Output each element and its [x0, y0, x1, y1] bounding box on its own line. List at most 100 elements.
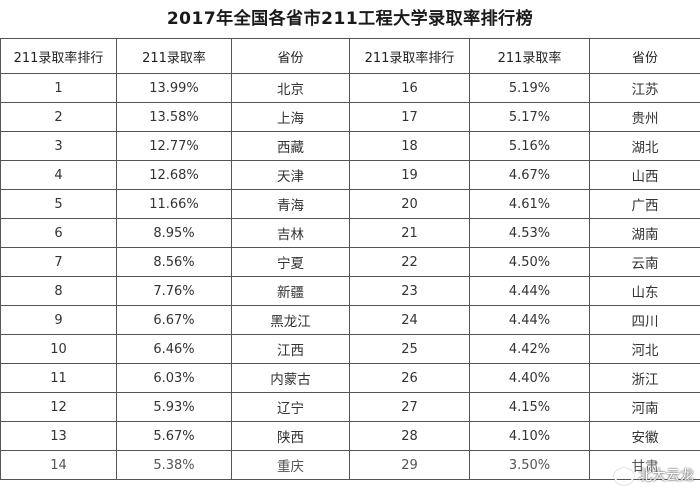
rate-left-cell: 7.76%	[116, 276, 232, 306]
header-rank-left: 211录取率排行	[0, 38, 117, 74]
province-left-cell: 天津	[231, 160, 350, 190]
rank-left-cell: 6	[0, 218, 117, 248]
rank-right-cell: 20	[349, 189, 470, 219]
province-left-cell: 上海	[231, 102, 350, 132]
province-left-cell: 陕西	[231, 421, 350, 451]
rate-left-cell: 13.99%	[116, 73, 232, 103]
rank-right-cell: 22	[349, 247, 470, 277]
rank-right-cell: 29	[349, 450, 470, 480]
table-row: 10 6.46% 江西 25 4.42% 河北	[0, 334, 700, 364]
table-row: 8 7.76% 新疆 23 4.44% 山东	[0, 276, 700, 306]
rank-right-cell: 23	[349, 276, 470, 306]
rank-right-cell: 28	[349, 421, 470, 451]
rate-right-cell: 4.42%	[469, 334, 590, 364]
rate-right-cell: 4.61%	[469, 189, 590, 219]
rank-left-cell: 5	[0, 189, 117, 219]
rank-left-cell: 8	[0, 276, 117, 306]
rank-right-cell: 27	[349, 392, 470, 422]
header-province-right: 省份	[589, 38, 700, 74]
rate-right-cell: 5.17%	[469, 102, 590, 132]
watermark-text: 北大云龙	[638, 468, 694, 484]
rate-left-cell: 5.38%	[116, 450, 232, 480]
province-left-cell: 黑龙江	[231, 305, 350, 335]
province-left-cell: 新疆	[231, 276, 350, 306]
rank-right-cell: 16	[349, 73, 470, 103]
table-row: 11 6.03% 内蒙古 26 4.40% 浙江	[0, 363, 700, 393]
province-left-cell: 内蒙古	[231, 363, 350, 393]
watermark: 北大云龙	[614, 465, 694, 487]
province-right-cell: 江苏	[589, 73, 700, 103]
province-right-cell: 湖北	[589, 131, 700, 161]
province-left-cell: 青海	[231, 189, 350, 219]
province-right-cell: 浙江	[589, 363, 700, 393]
province-right-cell: 甘肃	[589, 450, 700, 480]
header-row: 211录取率排行 211录取率 省份 211录取率排行 211录取率 省份	[0, 38, 700, 74]
rank-right-cell: 26	[349, 363, 470, 393]
province-left-cell: 西藏	[231, 131, 350, 161]
province-right-cell: 贵州	[589, 102, 700, 132]
table-row: 1 13.99% 北京 16 5.19% 江苏	[0, 73, 700, 103]
province-right-cell: 广西	[589, 189, 700, 219]
rate-left-cell: 11.66%	[116, 189, 232, 219]
table-row: 12 5.93% 辽宁 27 4.15% 河南	[0, 392, 700, 422]
rank-left-cell: 14	[0, 450, 117, 480]
header-rate-left: 211录取率	[116, 38, 232, 74]
rate-right-cell: 4.40%	[469, 363, 590, 393]
rank-right-cell: 21	[349, 218, 470, 248]
weibo-icon	[614, 467, 634, 485]
rank-left-cell: 2	[0, 102, 117, 132]
table-row: 14 5.38% 重庆 29 3.50% 甘肃	[0, 450, 700, 480]
province-right-cell: 云南	[589, 247, 700, 277]
province-left-cell: 江西	[231, 334, 350, 364]
province-right-cell: 安徽	[589, 421, 700, 451]
rate-left-cell: 6.67%	[116, 305, 232, 335]
rate-right-cell: 4.50%	[469, 247, 590, 277]
rank-left-cell: 7	[0, 247, 117, 277]
rate-left-cell: 13.58%	[116, 102, 232, 132]
rate-left-cell: 5.93%	[116, 392, 232, 422]
province-right-cell: 河南	[589, 392, 700, 422]
rate-right-cell: 5.19%	[469, 73, 590, 103]
rate-left-cell: 6.03%	[116, 363, 232, 393]
rate-left-cell: 6.46%	[116, 334, 232, 364]
rank-left-cell: 1	[0, 73, 117, 103]
rate-right-cell: 4.44%	[469, 276, 590, 306]
page-title: 2017年全国各省市211工程大学录取率排行榜	[0, 0, 700, 39]
table-row: 7 8.56% 宁夏 22 4.50% 云南	[0, 247, 700, 277]
rate-left-cell: 8.56%	[116, 247, 232, 277]
table-row: 9 6.67% 黑龙江 24 4.44% 四川	[0, 305, 700, 335]
table-body: 1 13.99% 北京 16 5.19% 江苏 2 13.58% 上海 17 5.17% 贵州 3 12.…	[0, 73, 700, 480]
rate-right-cell: 5.16%	[469, 131, 590, 161]
rate-left-cell: 8.95%	[116, 218, 232, 248]
rank-right-cell: 18	[349, 131, 470, 161]
header-province-left: 省份	[231, 38, 350, 74]
rank-left-cell: 3	[0, 131, 117, 161]
table-header: 211录取率排行 211录取率 省份 211录取率排行 211录取率 省份	[0, 38, 700, 74]
province-right-cell: 山西	[589, 160, 700, 190]
rate-left-cell: 12.68%	[116, 160, 232, 190]
table-row: 13 5.67% 陕西 28 4.10% 安徽	[0, 421, 700, 451]
province-left-cell: 辽宁	[231, 392, 350, 422]
rank-left-cell: 4	[0, 160, 117, 190]
header-rate-right: 211录取率	[469, 38, 590, 74]
rank-left-cell: 13	[0, 421, 117, 451]
province-right-cell: 河北	[589, 334, 700, 364]
rank-left-cell: 10	[0, 334, 117, 364]
rank-right-cell: 19	[349, 160, 470, 190]
province-right-cell: 山东	[589, 276, 700, 306]
table-row: 2 13.58% 上海 17 5.17% 贵州	[0, 102, 700, 132]
rank-right-cell: 24	[349, 305, 470, 335]
province-left-cell: 吉林	[231, 218, 350, 248]
province-left-cell: 重庆	[231, 450, 350, 480]
rate-right-cell: 4.67%	[469, 160, 590, 190]
province-right-cell: 四川	[589, 305, 700, 335]
table-row: 4 12.68% 天津 19 4.67% 山西	[0, 160, 700, 190]
rate-left-cell: 12.77%	[116, 131, 232, 161]
rate-right-cell: 4.15%	[469, 392, 590, 422]
rate-right-cell: 4.44%	[469, 305, 590, 335]
table-row: 6 8.95% 吉林 21 4.53% 湖南	[0, 218, 700, 248]
province-left-cell: 宁夏	[231, 247, 350, 277]
table-row: 5 11.66% 青海 20 4.61% 广西	[0, 189, 700, 219]
